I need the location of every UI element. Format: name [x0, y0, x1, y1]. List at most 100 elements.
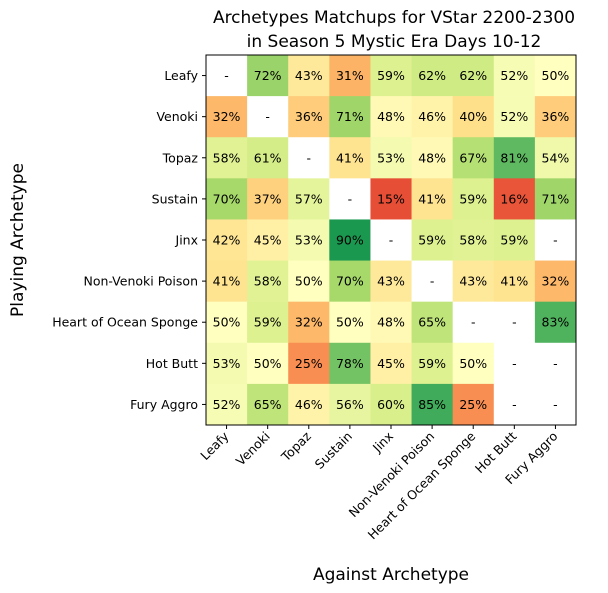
y-tick-label: Topaz: [162, 150, 199, 165]
cell-value-label: 67%: [459, 150, 487, 165]
x-tick-label: Venoki: [233, 429, 273, 469]
cell-value-label: 25%: [459, 397, 487, 412]
cell-value-label: 50%: [254, 356, 282, 371]
cell-value-label: 48%: [377, 109, 405, 124]
chart-title-line-2: in Season 5 Mystic Era Days 10-12: [247, 32, 542, 52]
cell-value-label: 31%: [336, 68, 364, 83]
heatmap-cell: [288, 383, 330, 426]
heatmap-cell: [329, 260, 371, 303]
cell-value-label: 70%: [213, 191, 241, 206]
cell-value-label: -: [553, 356, 558, 371]
cell-value-label: 71%: [542, 191, 570, 206]
cell-value-label: -: [348, 191, 353, 206]
y-tick-label: Venoki: [156, 109, 198, 124]
chart-title-line-1: Archetypes Matchups for VStar 2200-2300: [213, 8, 575, 28]
heatmap-cell: [493, 137, 536, 179]
cell-value-label: 54%: [542, 150, 570, 165]
heatmap-cell: [534, 301, 577, 344]
cell-value-label: 83%: [542, 315, 570, 330]
cell-value-label: 36%: [542, 109, 570, 124]
heatmap-cell: [452, 137, 495, 179]
cell-value-label: 37%: [254, 191, 282, 206]
heatmap-cell: [534, 219, 577, 262]
cell-value-label: 15%: [377, 191, 405, 206]
heatmap-cell: [329, 178, 371, 220]
heatmap-cell: [452, 178, 495, 220]
heatmap-cell: [288, 219, 330, 262]
cell-value-label: 59%: [418, 356, 446, 371]
cell-value-label: 46%: [418, 109, 446, 124]
heatmap-cell: [493, 301, 536, 344]
cell-value-label: -: [471, 315, 476, 330]
cell-value-label: 62%: [418, 68, 446, 83]
heatmap-cell: [493, 342, 536, 385]
cell-value-label: 81%: [500, 150, 528, 165]
cell-value-label: 16%: [500, 191, 528, 206]
heatmap-cell: [493, 178, 536, 220]
cell-value-label: 36%: [295, 109, 323, 124]
cell-value-label: -: [389, 233, 394, 248]
heatmap-cell: [370, 55, 413, 97]
cell-value-label: 59%: [377, 68, 405, 83]
cell-value-label: 43%: [377, 274, 405, 289]
heatmap-cell: [411, 137, 454, 179]
heatmap-cell: [370, 301, 413, 344]
heatmap-cell: [247, 137, 289, 179]
y-tick-label: Fury Aggro: [130, 397, 198, 412]
y-tick-label: Leafy: [164, 68, 198, 83]
x-tick-label: Jinx: [369, 429, 396, 456]
cell-value-label: 53%: [295, 233, 323, 248]
heatmap-cell: [411, 301, 454, 344]
heatmap-cell: [534, 96, 577, 138]
heatmap-cell: [247, 178, 289, 220]
cell-value-label: 59%: [500, 233, 528, 248]
cell-value-label: 78%: [336, 356, 364, 371]
heatmap-cell: [370, 260, 413, 303]
heatmap-cell: [247, 96, 289, 138]
cell-value-label: 58%: [459, 233, 487, 248]
cell-value-label: 53%: [213, 356, 241, 371]
cell-value-label: 50%: [336, 315, 364, 330]
heatmap-cell: [247, 383, 289, 426]
heatmap-cell: [370, 178, 413, 220]
cell-value-label: 42%: [213, 233, 241, 248]
heatmap-cell: [411, 383, 454, 426]
cell-value-label: 71%: [336, 109, 364, 124]
heatmap-cell: [247, 55, 289, 97]
cell-value-label: 48%: [377, 315, 405, 330]
cell-value-label: 46%: [295, 397, 323, 412]
heatmap-cell: [534, 55, 577, 97]
y-tick-label: Jinx: [175, 233, 198, 248]
cell-value-label: 43%: [459, 274, 487, 289]
cell-value-label: -: [553, 233, 558, 248]
heatmap-cell: [493, 260, 536, 303]
heatmap-cell: [411, 219, 454, 262]
cell-value-label: 52%: [213, 397, 241, 412]
heatmap-cell: [206, 301, 248, 344]
cell-value-label: 57%: [295, 191, 323, 206]
heatmap-cell: [370, 137, 413, 179]
heatmap-cell: [329, 137, 371, 179]
y-tick-label: Hot Butt: [146, 356, 198, 371]
y-tick-labels: Leafy Venoki Topaz Sustain Jinx Non-Venoki Po…: [52, 68, 206, 412]
cell-value-label: 58%: [213, 150, 241, 165]
cell-value-label: 62%: [459, 68, 487, 83]
heatmap-cell: [247, 301, 289, 344]
cell-value-label: 53%: [377, 150, 405, 165]
heatmap-cell: [329, 96, 371, 138]
heatmap-cell: [288, 55, 330, 97]
cell-value-label: 32%: [295, 315, 323, 330]
cell-value-label: 70%: [336, 274, 364, 289]
heatmap-cell: [411, 178, 454, 220]
x-axis-label: Against Archetype: [313, 565, 469, 585]
cell-value-label: 45%: [254, 233, 282, 248]
heatmap-cell: [411, 96, 454, 138]
heatmap-cell: [534, 260, 577, 303]
cell-value-label: 50%: [213, 315, 241, 330]
y-tick-label: Non-Venoki Poison: [83, 274, 198, 289]
cell-value-label: 41%: [418, 191, 446, 206]
heatmap-cell: [452, 219, 495, 262]
heatmap-cell: [534, 342, 577, 385]
x-tick-label: Leafy: [197, 428, 232, 463]
cell-value-label: -: [265, 109, 270, 124]
